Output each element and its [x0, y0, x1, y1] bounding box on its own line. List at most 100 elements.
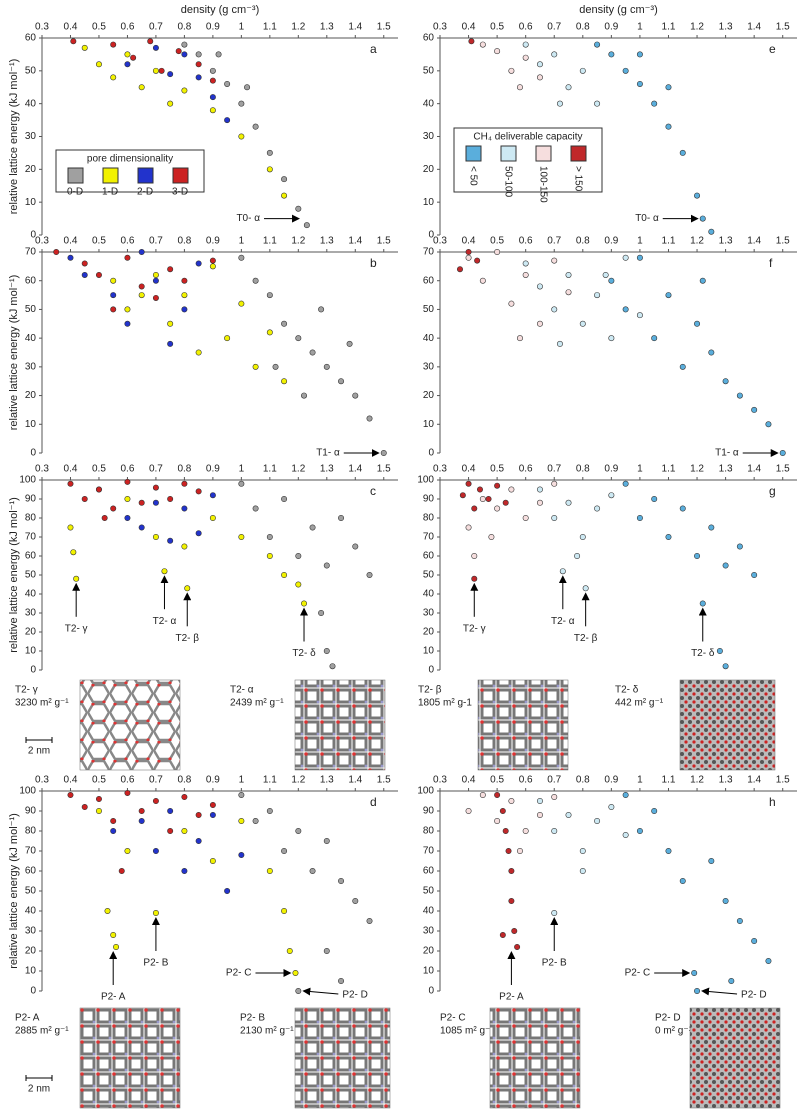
point — [508, 486, 515, 493]
point — [167, 807, 174, 814]
y-tick-label: 40 — [25, 906, 37, 917]
point — [118, 867, 125, 874]
legend-swatch — [67, 167, 84, 184]
point — [152, 44, 159, 51]
point — [779, 449, 786, 456]
point — [352, 897, 359, 904]
point — [708, 228, 715, 235]
x-tick-label: 1.1 — [662, 464, 676, 475]
point — [181, 306, 188, 313]
point — [124, 495, 131, 502]
point — [113, 943, 120, 950]
point — [209, 811, 216, 818]
x-tick-label: 1.1 — [263, 775, 277, 786]
point — [622, 306, 629, 313]
legend-swatch — [172, 167, 189, 184]
point — [110, 931, 117, 938]
x-tick-label: 0.3 — [35, 464, 49, 475]
point — [152, 271, 159, 278]
point — [238, 100, 245, 107]
structure-image — [477, 679, 569, 771]
y-tick-label: 20 — [25, 627, 37, 638]
y-tick-label: 30 — [423, 361, 435, 372]
x-tick-label: 1.4 — [348, 775, 362, 786]
point — [338, 514, 345, 521]
x-tick-label: 0.6 — [519, 22, 533, 33]
panel-label: h — [769, 795, 776, 809]
point — [224, 887, 231, 894]
point — [511, 927, 518, 934]
point — [579, 867, 586, 874]
point — [699, 215, 706, 222]
annotation: P2- A — [101, 992, 126, 1003]
point — [295, 205, 302, 212]
x-tick-label: 0.5 — [92, 236, 106, 247]
x-tick-label: 0.3 — [433, 236, 447, 247]
point — [765, 957, 772, 964]
point — [152, 277, 159, 284]
panel-label: a — [370, 42, 377, 56]
x-tick-label: 1.1 — [662, 775, 676, 786]
point — [124, 254, 131, 261]
x-tick-label: 0.5 — [490, 22, 504, 33]
point — [281, 378, 288, 385]
point — [636, 254, 643, 261]
point — [110, 817, 117, 824]
panel-label: d — [370, 795, 377, 809]
point — [138, 524, 145, 531]
point — [579, 320, 586, 327]
annotation: T0- α — [236, 213, 260, 224]
point — [694, 320, 701, 327]
point — [479, 41, 486, 48]
annotation-arrow — [701, 987, 738, 996]
x-tick-label: 0.8 — [177, 464, 191, 475]
point — [602, 271, 609, 278]
y-axis-label: relative lattice energy (kJ mol⁻¹) — [8, 59, 20, 215]
point — [124, 847, 131, 854]
structure-image — [679, 679, 776, 771]
y-tick-label: 0 — [428, 986, 434, 997]
x-tick-label: 0.7 — [149, 236, 163, 247]
x-tick-label: 1.4 — [348, 464, 362, 475]
y-tick-label: 0 — [30, 448, 36, 459]
y-tick-label: 10 — [25, 197, 37, 208]
point — [181, 292, 188, 299]
x-tick-label: 0.9 — [604, 236, 618, 247]
point — [665, 123, 672, 130]
point — [751, 571, 758, 578]
point — [238, 791, 245, 798]
point — [167, 827, 174, 834]
point — [536, 486, 543, 493]
y-tick-label: 100 — [417, 475, 434, 486]
y-tick-label: 70 — [25, 846, 37, 857]
point — [252, 123, 259, 130]
point — [95, 795, 102, 802]
point — [459, 492, 466, 499]
y-tick-label: 10 — [423, 197, 435, 208]
point — [679, 149, 686, 156]
structure-name: T2- α — [230, 685, 254, 696]
point — [594, 505, 601, 512]
x-tick-label: 1.1 — [263, 22, 277, 33]
y-tick-label: 70 — [423, 247, 435, 258]
panel-label: b — [370, 256, 377, 270]
x-tick-label: 1.3 — [320, 464, 334, 475]
annotation: P2- C — [625, 968, 651, 979]
point — [167, 71, 174, 78]
y-tick-label: 50 — [25, 65, 37, 76]
x-tick-label: 1.5 — [776, 775, 790, 786]
point — [323, 837, 330, 844]
point — [101, 514, 108, 521]
point — [152, 847, 159, 854]
annotation: P2- B — [143, 958, 168, 969]
x-tick-label: 1.5 — [377, 775, 391, 786]
annotation: T2- γ — [463, 623, 486, 634]
point — [665, 292, 672, 299]
point — [536, 499, 543, 506]
y-tick-label: 50 — [25, 886, 37, 897]
point — [665, 533, 672, 540]
x-axis-label: density (g cm⁻³) — [181, 4, 260, 16]
point — [366, 571, 373, 578]
point — [309, 867, 316, 874]
point — [456, 266, 463, 273]
